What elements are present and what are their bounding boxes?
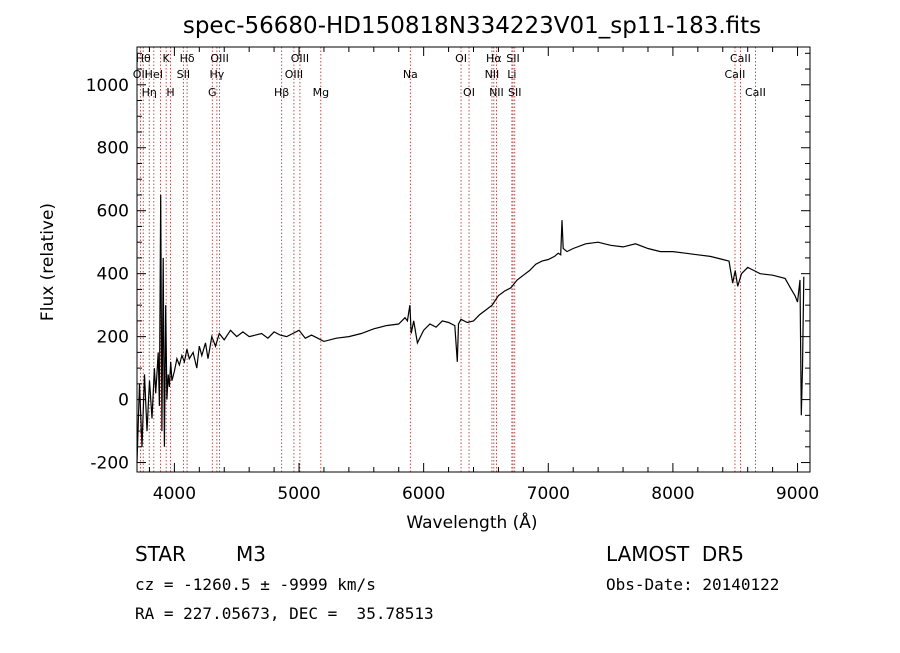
y-tick-label: 800 — [97, 139, 129, 159]
line-marker-label: HeI — [145, 68, 163, 81]
line-marker-label: Hθ — [136, 52, 151, 65]
chart-title: spec-56680-HD150818N334223V01_sp11-183.f… — [183, 13, 761, 39]
line-marker-label: Hα — [486, 52, 502, 65]
y-tick-label: 1000 — [86, 76, 129, 96]
line-marker-label: G — [208, 86, 217, 99]
y-tick-label: 400 — [97, 265, 129, 285]
line-marker-label: Mg — [313, 86, 329, 99]
line-marker-label: Na — [403, 68, 418, 81]
x-tick-label: 8000 — [651, 484, 694, 504]
x-tick-label: 4000 — [153, 484, 196, 504]
line-marker-label: CaII — [730, 52, 751, 65]
x-axis-ticks: 4000 5000 6000 7000 8000 9000 — [148, 47, 819, 504]
obs-date: Obs-Date: 20140122 — [606, 575, 779, 594]
x-tick-label: 7000 — [527, 484, 570, 504]
line-marker-label: OI — [455, 52, 467, 65]
y-axis-label: Flux (relative) — [38, 203, 58, 321]
object-class: STAR — [135, 542, 186, 566]
y-tick-label: -200 — [90, 454, 129, 474]
x-axis-label: Wavelength (Å) — [406, 511, 537, 533]
line-marker-label: OIII — [285, 68, 303, 81]
line-marker-label: Hη — [142, 86, 157, 99]
redshift-line: cz = -1260.5 ± -9999 km/s — [135, 575, 376, 594]
line-marker-label: Hδ — [180, 52, 195, 65]
y-tick-label: 600 — [97, 202, 129, 222]
line-marker-label: CaII — [725, 68, 746, 81]
line-marker-label: Hγ — [209, 68, 224, 81]
survey-label: LAMOST DR5 — [606, 542, 744, 566]
line-marker-label: OI — [463, 86, 475, 99]
plot-frame — [136, 46, 811, 473]
x-tick-label: 9000 — [776, 484, 819, 504]
line-marker-label: SII — [508, 86, 521, 99]
object-subclass: M3 — [236, 542, 266, 566]
line-marker-label: OIII — [291, 52, 309, 65]
line-marker-label: SII — [506, 52, 519, 65]
line-marker-label: SII — [177, 68, 190, 81]
line-marker-label: NII — [485, 68, 500, 81]
line-marker-label: NII — [489, 86, 504, 99]
spectral-line-markers — [139, 47, 756, 472]
x-tick-label: 5000 — [277, 484, 320, 504]
y-axis-ticks: -200 0 200 400 600 800 1000 — [86, 52, 810, 474]
line-marker-label: H — [166, 86, 174, 99]
x-tick-label: 6000 — [402, 484, 445, 504]
coordinates-line: RA = 227.05673, DEC = 35.78513 — [135, 604, 434, 623]
line-marker-label: Hβ — [274, 86, 289, 99]
y-tick-label: 200 — [97, 328, 129, 348]
line-marker-label: CaII — [745, 86, 766, 99]
line-marker-label: Li — [507, 68, 516, 81]
line-marker-label: OIII — [210, 52, 228, 65]
line-marker-label: K — [163, 52, 171, 65]
y-tick-label: 0 — [118, 391, 129, 411]
spectral-line-labels: OIIHθHηHeIKHSIIHδGHγOIIIHβOIIIOIIIMgNaOI… — [133, 52, 766, 99]
spectrum-line — [136, 194, 805, 463]
